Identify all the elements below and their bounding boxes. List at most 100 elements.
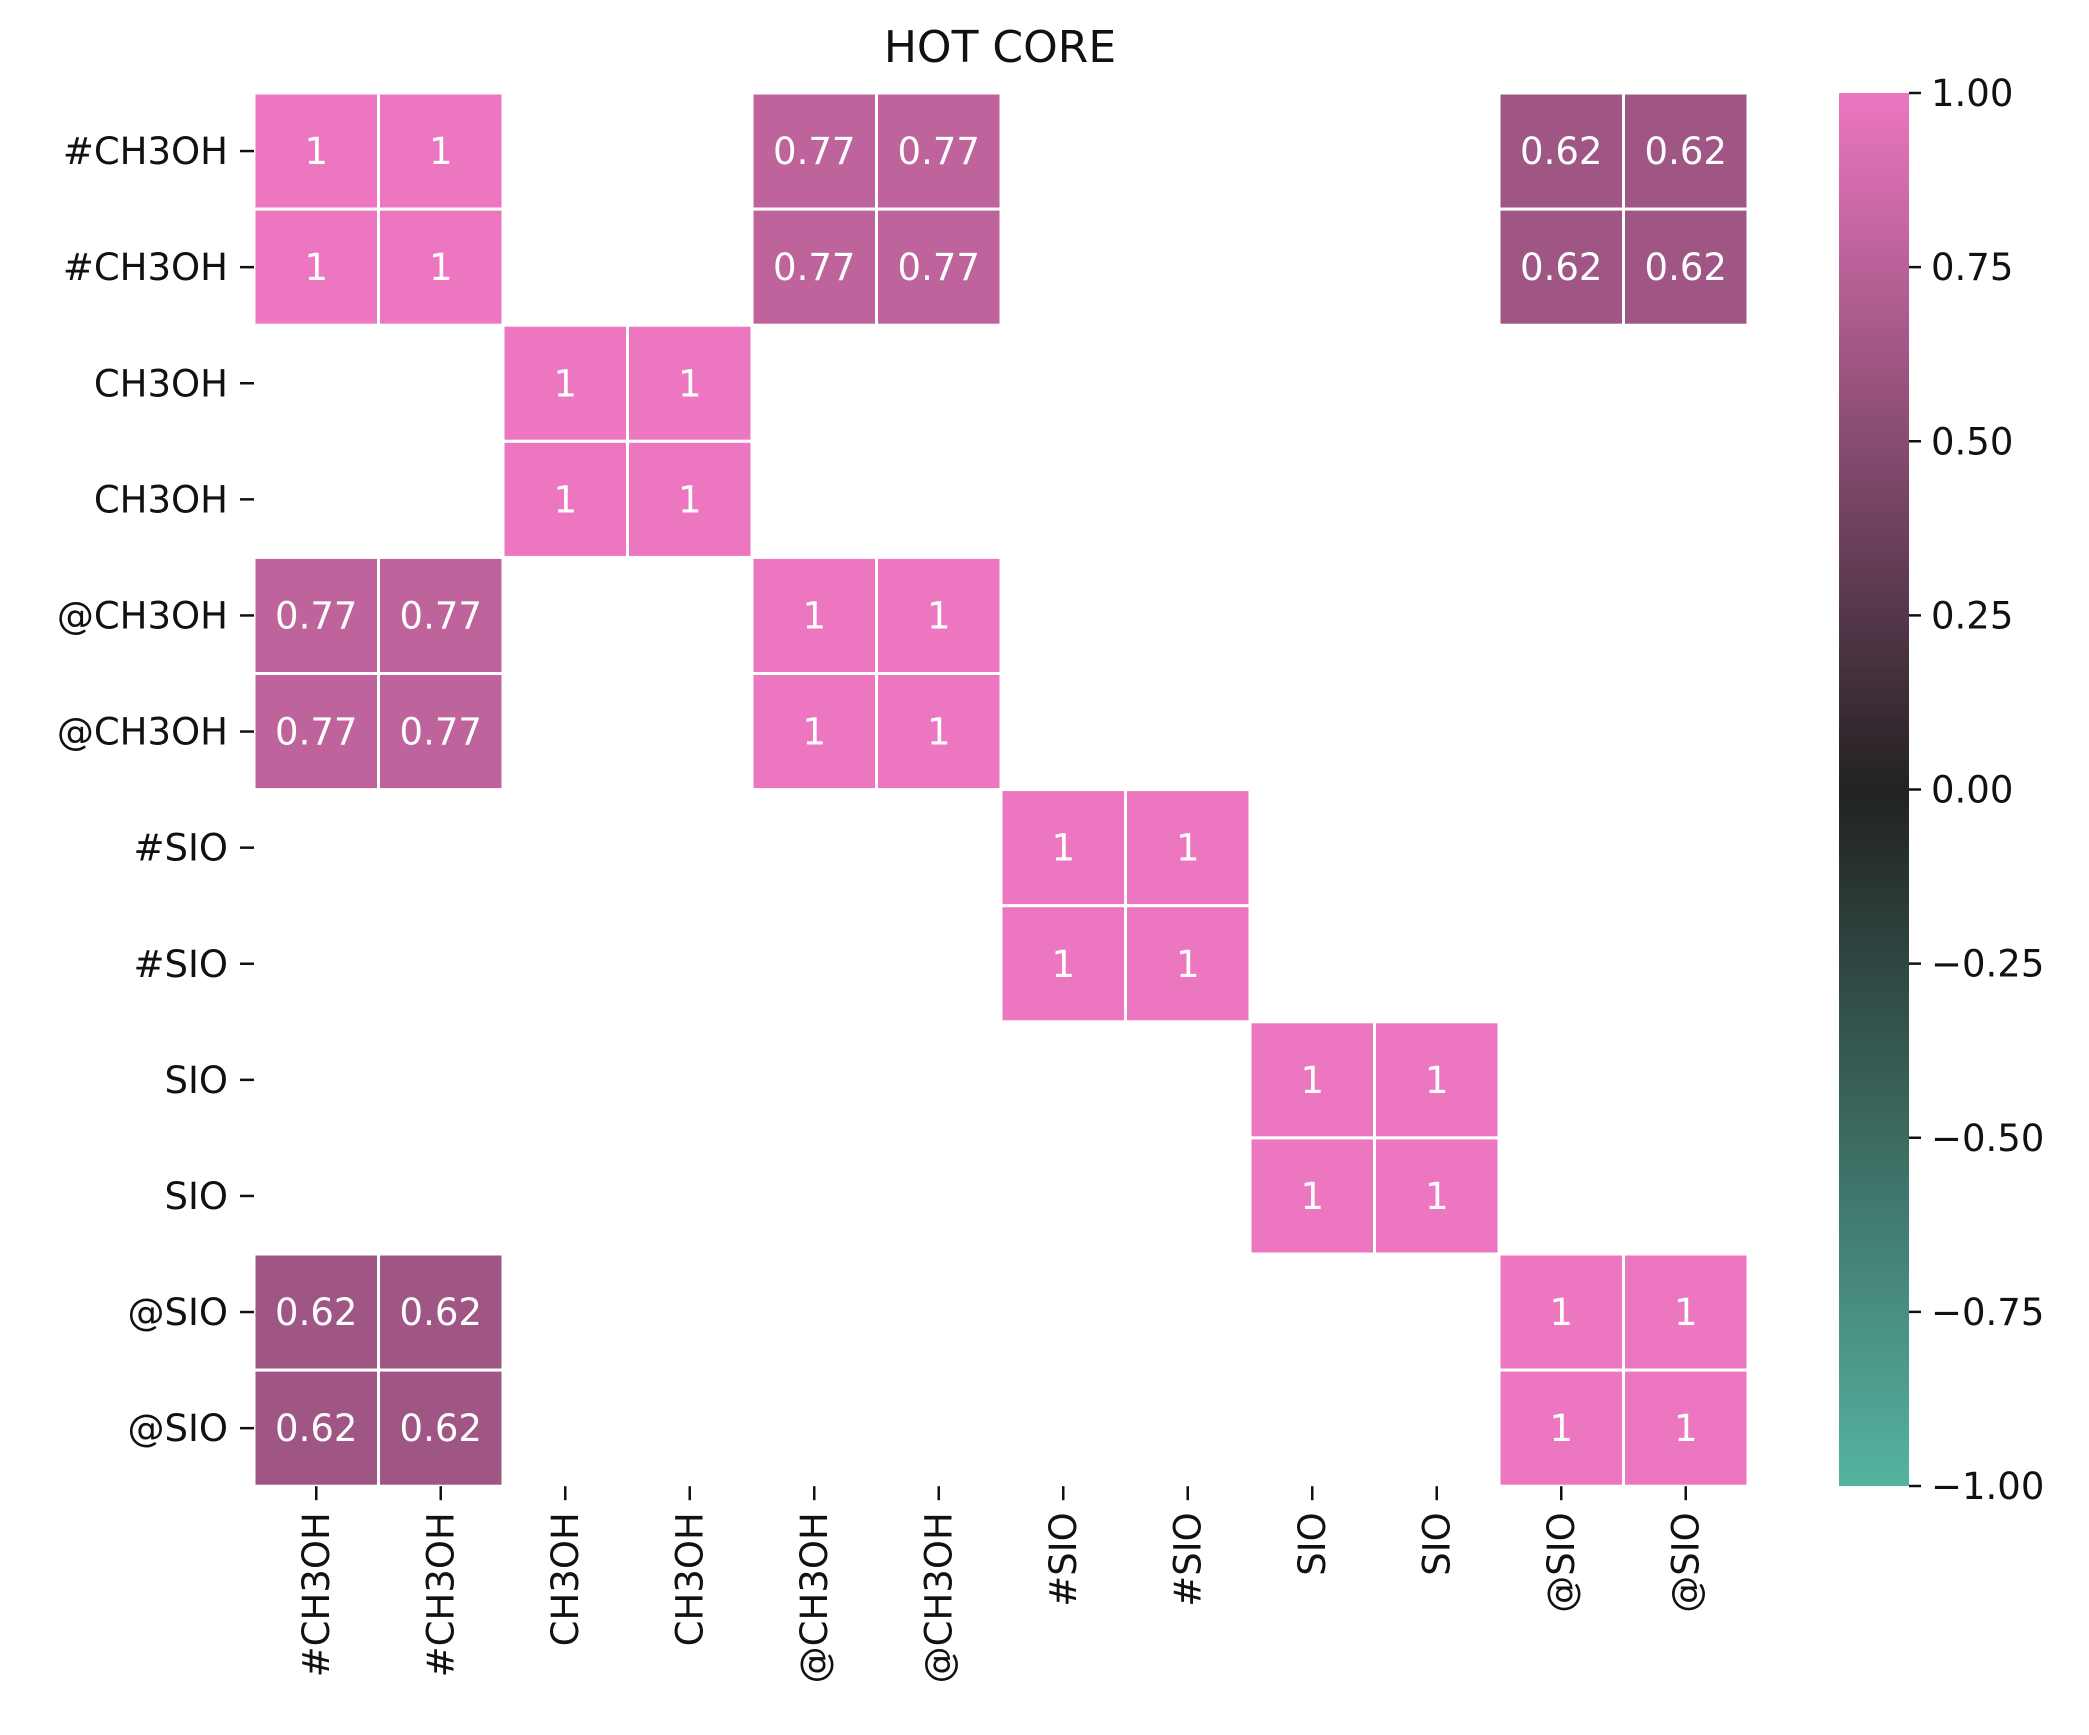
x-tick-label: #SIO — [1042, 1512, 1085, 1607]
cell-value-label: 1 — [1300, 1059, 1324, 1102]
cell-value-label: 0.62 — [275, 1291, 357, 1334]
cell-value-label: 1 — [1674, 1291, 1698, 1334]
cell-value-label: 1 — [553, 478, 577, 521]
cell-value-label: 1 — [1549, 1407, 1573, 1450]
y-tick-label: #SIO — [133, 827, 228, 870]
cell-value-label: 1 — [304, 246, 328, 289]
heatmap-cell — [1248, 1136, 1376, 1256]
cell-value-label: 0.62 — [1520, 130, 1602, 173]
cell-value-label: 0.77 — [275, 711, 357, 754]
cell-value-label: 1 — [1425, 1175, 1449, 1218]
cell-value-label: 1 — [1176, 943, 1200, 986]
colorbar-tick-label: 0.75 — [1931, 246, 2013, 289]
colorbar-tick-label: −1.00 — [1931, 1465, 2044, 1508]
cell-value-label: 1 — [678, 362, 702, 405]
cell-value-label: 0.77 — [275, 594, 357, 637]
heatmap-cell — [875, 207, 1003, 327]
cell-value-label: 1 — [1674, 1407, 1698, 1450]
y-tick-label: SIO — [164, 1059, 228, 1102]
cell-value-label: 1 — [1051, 827, 1075, 870]
cell-value-label: 1 — [1300, 1175, 1324, 1218]
cell-value-label: 1 — [927, 711, 951, 754]
heatmap-cell — [875, 672, 1003, 792]
cell-value-label: 1 — [304, 130, 328, 173]
cell-value-label: 1 — [927, 594, 951, 637]
y-tick-label: SIO — [164, 1175, 228, 1218]
y-axis: #CH3OH #CH3OH CH3OH CH3OH @CH3OH @CH3OH #SIO #S… — [57, 130, 254, 1450]
heatmap-cell — [1248, 1020, 1376, 1140]
x-tick-label: @CH3OH — [918, 1512, 961, 1683]
heatmap-cell — [377, 207, 505, 327]
colorbar: 1.00 0.75 0.50 0.25 0.00 −0.25 −0.50 −0.75 −1.00 — [1839, 72, 2044, 1508]
heatmap-cell — [252, 672, 380, 792]
colorbar-tick-label: 0.00 — [1931, 769, 2013, 812]
y-tick-label: @CH3OH — [57, 711, 228, 754]
cell-value-label: 1 — [1425, 1059, 1449, 1102]
heatmap-cell — [999, 904, 1127, 1024]
cell-value-label: 1 — [429, 246, 453, 289]
colorbar-tick-label: 0.50 — [1931, 420, 2013, 463]
x-tick-label: #CH3OH — [295, 1512, 338, 1677]
heatmap-cell — [252, 207, 380, 327]
colorbar-gradient — [1839, 93, 1909, 1486]
cell-value-label: 0.77 — [773, 130, 855, 173]
x-tick-label: #CH3OH — [420, 1512, 463, 1677]
heatmap-cell — [252, 1368, 380, 1488]
x-tick-label: @CH3OH — [793, 1512, 836, 1683]
cell-value-label: 1 — [802, 711, 826, 754]
heatmap-cell — [1373, 1020, 1501, 1140]
x-tick-label: @SIO — [1665, 1512, 1708, 1613]
heatmap-cell — [750, 672, 878, 792]
y-tick-label: CH3OH — [94, 478, 228, 521]
y-tick-label: #SIO — [133, 943, 228, 986]
heatmap-cell — [1373, 1136, 1501, 1256]
cell-value-label: 0.77 — [400, 711, 482, 754]
cell-value-label: 0.62 — [1645, 130, 1727, 173]
y-tick-label: #CH3OH — [63, 246, 228, 289]
colorbar-tick-label: −0.75 — [1931, 1291, 2044, 1334]
x-tick-label: CH3OH — [669, 1512, 712, 1646]
cell-value-label: 1 — [678, 478, 702, 521]
cell-value-label: 0.77 — [773, 246, 855, 289]
x-tick-label: #SIO — [1167, 1512, 1210, 1607]
heatmap-cell — [1124, 904, 1252, 1024]
cell-value-label: 1 — [553, 362, 577, 405]
cell-value-label: 1 — [1051, 943, 1075, 986]
cell-value-label: 0.77 — [400, 594, 482, 637]
heatmap-cell — [875, 91, 1003, 211]
heatmap-cell — [377, 672, 505, 792]
y-tick-label: @CH3OH — [57, 594, 228, 637]
x-tick-label: CH3OH — [544, 1512, 587, 1646]
cell-value-label: 0.62 — [1645, 246, 1727, 289]
cell-value-label: 1 — [802, 594, 826, 637]
colorbar-tick-label: −0.50 — [1931, 1117, 2044, 1160]
colorbar-tick-label: 1.00 — [1931, 72, 2013, 115]
cell-value-label: 1 — [1176, 827, 1200, 870]
cell-value-label: 0.77 — [898, 130, 980, 173]
heatmap-cell — [377, 555, 505, 676]
y-tick-label: @SIO — [127, 1291, 228, 1334]
colorbar-tick-label: 0.25 — [1931, 594, 2013, 637]
cells-layer: 1 1 0.77 0.77 0.62 0.62 1 1 0.77 0.77 0.62 0.62 1 1 1 1… — [252, 91, 1750, 1488]
heatmap-cell — [1622, 1368, 1750, 1488]
cell-value-label: 0.62 — [275, 1407, 357, 1450]
cell-value-label: 1 — [1549, 1291, 1573, 1334]
cell-value-label: 1 — [429, 130, 453, 173]
heatmap-cell — [750, 207, 878, 327]
y-tick-label: @SIO — [127, 1407, 228, 1450]
heatmap-cell — [1622, 1252, 1750, 1372]
heatmap-cell — [626, 439, 754, 559]
heatmap-cell — [875, 555, 1003, 676]
y-tick-label: CH3OH — [94, 362, 228, 405]
cell-value-label: 0.77 — [898, 246, 980, 289]
heatmap-cell — [750, 555, 878, 676]
heatmap-cell — [1124, 788, 1252, 908]
heatmap-cell — [1622, 207, 1750, 327]
x-tick-label: SIO — [1416, 1512, 1459, 1576]
heatmap-cell — [1622, 91, 1750, 211]
x-tick-label: SIO — [1291, 1512, 1334, 1576]
heatmap-cell — [626, 323, 754, 443]
y-tick-label: #CH3OH — [63, 130, 228, 173]
